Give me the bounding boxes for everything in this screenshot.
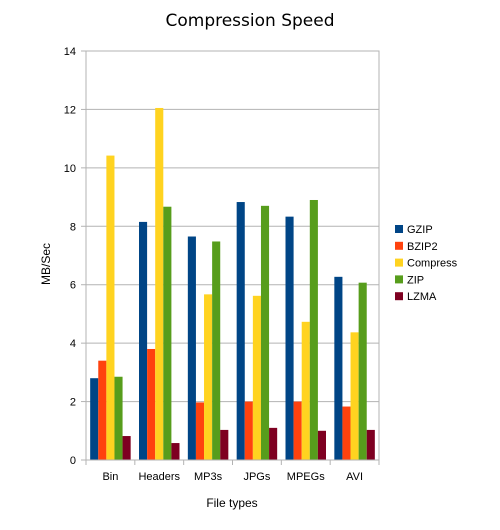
bar-bzip2-avi [342, 406, 351, 460]
bar-compress-headers [155, 107, 164, 460]
x-tick-label: JPGs [243, 471, 270, 483]
bar-gzip-mpegs [285, 216, 294, 460]
legend-swatch-zip [395, 275, 403, 284]
x-axis-label: File types [206, 496, 257, 510]
legend-label-lzma: LZMA [407, 291, 437, 303]
bar-bzip2-bin [98, 360, 107, 460]
legend-swatch-bzip2 [395, 241, 403, 250]
bar-gzip-avi [334, 276, 343, 460]
bar-bzip2-mpegs [293, 401, 302, 460]
bar-compress-mpegs [301, 321, 310, 460]
bar-bzip2-headers [147, 348, 156, 460]
axes [81, 50, 380, 465]
legend-swatch-lzma [395, 292, 403, 301]
y-tick-label: 12 [64, 104, 76, 116]
bar-lzma-bin [122, 436, 131, 460]
bar-zip-avi [358, 282, 367, 460]
bar-lzma-avi [366, 429, 375, 460]
bar-compress-mp3s [204, 294, 213, 460]
legend-swatch-compress [395, 258, 403, 267]
bar-gzip-mp3s [187, 236, 196, 460]
legend-label-compress: Compress [407, 258, 458, 270]
bar-zip-headers [163, 206, 172, 460]
y-axis-label: MB/Sec [39, 243, 53, 285]
x-tick-label: Headers [138, 471, 180, 483]
bar-compress-bin [106, 155, 115, 460]
legend-label-gzip: GZIP [407, 224, 433, 236]
y-tick-label: 2 [70, 397, 76, 409]
bar-lzma-mp3s [220, 429, 229, 460]
legend: GZIP BZIP2 Compress ZIP LZMA [395, 224, 458, 303]
bar-gzip-jpgs [236, 202, 245, 461]
bar-lzma-mpegs [317, 430, 326, 460]
bar-compress-jpgs [252, 295, 261, 460]
y-tick-label: 6 [70, 280, 76, 292]
bar-bzip2-mp3s [195, 402, 205, 460]
bar-zip-mp3s [212, 241, 221, 460]
x-tick-label: MPEGs [287, 471, 325, 483]
x-tick-label: Bin [102, 471, 118, 483]
legend-label-zip: ZIP [407, 274, 424, 286]
y-tick-label: 8 [70, 221, 76, 233]
y-tick-label: 4 [70, 338, 76, 350]
y-tick-label: 10 [64, 163, 76, 175]
bar-zip-mpegs [309, 199, 318, 460]
legend-label-bzip2: BZIP2 [407, 241, 438, 253]
y-tick-label: 14 [64, 46, 76, 58]
legend-swatch-gzip [395, 225, 403, 233]
bar-gzip-bin [90, 378, 99, 460]
y-tick-label: 0 [70, 455, 76, 467]
bar-compress-avi [350, 332, 359, 460]
bar-lzma-headers [171, 443, 180, 460]
bars [90, 107, 375, 461]
x-tick-label: AVI [346, 471, 363, 483]
bar-zip-bin [114, 376, 123, 460]
tick-labels: 0 2 4 6 8 10 12 14 Bin Headers MP3s JPGs MPEGs AVI [64, 46, 363, 483]
bar-gzip-headers [139, 221, 148, 460]
bar-bzip2-jpgs [244, 401, 253, 460]
bar-lzma-jpgs [269, 427, 278, 460]
bar-zip-jpgs [260, 205, 270, 460]
chart-title: Compression Speed [165, 11, 335, 31]
x-tick-label: MP3s [194, 471, 223, 483]
